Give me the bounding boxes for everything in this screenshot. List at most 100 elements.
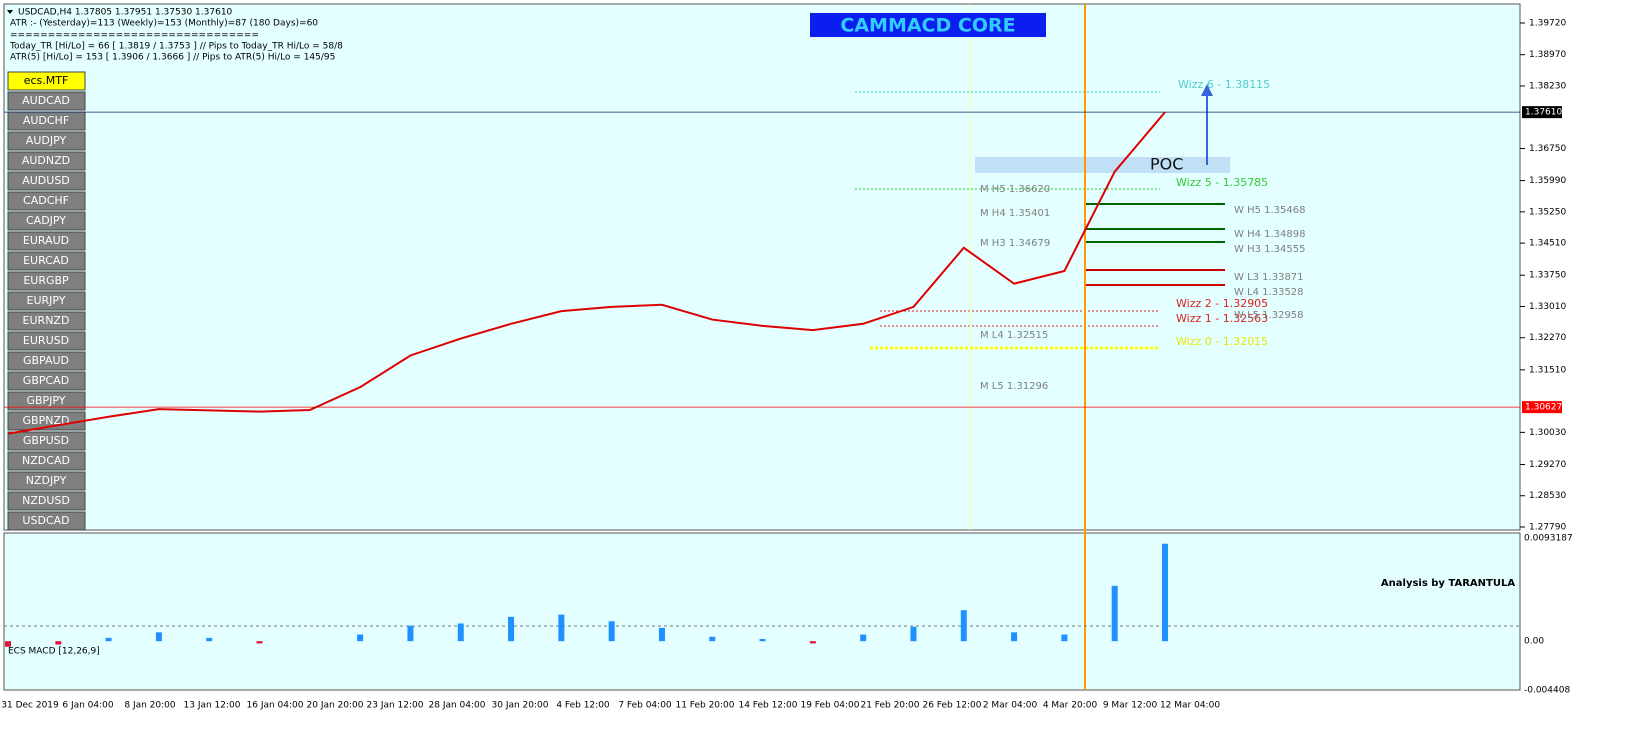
- price-tick-label: 1.30030: [1529, 428, 1566, 438]
- button[interactable]: [7, 471, 86, 491]
- price-tick-label: 1.39720: [1529, 19, 1566, 29]
- header-line: Today_TR [Hi/Lo] = 66 [ 1.3819 / 1.3753 …: [9, 42, 343, 52]
- date-label: 9 Mar 12:00: [1103, 701, 1158, 711]
- price-tick-label: 1.33750: [1529, 271, 1566, 281]
- button-label: AUDCAD: [22, 94, 70, 107]
- macd-bar: [55, 641, 62, 645]
- price-tick-label: 1.35990: [1529, 176, 1566, 186]
- date-label: 7 Feb 04:00: [618, 701, 672, 711]
- banner: CAMMACD CORE: [840, 15, 1015, 37]
- date-label: 26 Feb 12:00: [922, 701, 981, 711]
- price-tick-label: 1.32270: [1529, 333, 1566, 343]
- button[interactable]: [7, 511, 86, 531]
- date-label: 6 Jan 04:00: [62, 701, 114, 711]
- macd-bar: [407, 625, 414, 642]
- date-label: 8 Jan 20:00: [124, 701, 176, 711]
- button-label: AUDCHF: [23, 114, 69, 127]
- button-label: EURGBP: [23, 274, 69, 287]
- level-label: M H5 1.36620: [980, 184, 1050, 195]
- header-line: ATR :- (Yesterday)=113 (Weekly)=153 (Mon…: [10, 19, 318, 29]
- price-tick-label: 1.28530: [1529, 491, 1566, 501]
- date-label: 12 Mar 04:00: [1160, 701, 1220, 711]
- button-label: NZDJPY: [26, 474, 67, 487]
- macd-bar: [558, 614, 565, 642]
- button-label: AUDJPY: [26, 134, 67, 147]
- date-label: 14 Feb 12:00: [738, 701, 797, 711]
- date-label: 21 Feb 20:00: [860, 701, 919, 711]
- button[interactable]: [7, 311, 86, 331]
- button[interactable]: [7, 211, 86, 231]
- macd-bar: [105, 637, 112, 642]
- button[interactable]: [7, 371, 86, 391]
- button[interactable]: [7, 271, 86, 291]
- level-label: M H4 1.35401: [980, 208, 1050, 219]
- poc-zone: [975, 157, 1230, 173]
- macd-bar: [5, 641, 11, 647]
- level-label: W H4 1.34898: [1234, 229, 1305, 240]
- price-tag: [1522, 401, 1562, 414]
- button-label: USDCAD: [22, 514, 69, 527]
- button[interactable]: [7, 191, 86, 211]
- price-pane: [3, 3, 1521, 531]
- button[interactable]: [7, 91, 86, 111]
- button-label: AUDUSD: [22, 174, 70, 187]
- button[interactable]: [7, 231, 86, 251]
- macd-bar: [910, 626, 917, 642]
- macd-bar: [508, 616, 515, 642]
- price-tick-label: 1.35250: [1529, 207, 1566, 217]
- price-tag: [1522, 106, 1562, 119]
- macd-tick-label: 0.0093187: [1524, 534, 1573, 544]
- banner-box: [810, 13, 1046, 37]
- level-label: W L5 1.32958: [1234, 310, 1304, 321]
- button[interactable]: [7, 251, 86, 271]
- level-label: Wizz 1 - 1.32563: [1176, 312, 1268, 325]
- macd-bar: [256, 641, 263, 644]
- price-curve: [7, 111, 1166, 435]
- button-label: CADJPY: [26, 214, 66, 227]
- header-line: ATR(5) [Hi/Lo] = 153 [ 1.3906 / 1.3666 ]…: [10, 53, 335, 63]
- macd-title: ECS MACD [12,26,9]: [8, 647, 100, 657]
- button[interactable]: [7, 431, 86, 451]
- button[interactable]: [7, 331, 86, 351]
- date-label: 2 Mar 04:00: [983, 701, 1038, 711]
- macd-tick-label: 0.00: [1524, 637, 1544, 647]
- macd-note: Analysis by TARANTULA: [1381, 578, 1515, 589]
- date-label: 30 Jan 20:00: [492, 701, 549, 711]
- macd-bar: [155, 632, 162, 642]
- button[interactable]: [7, 451, 86, 471]
- button-label: NZDCAD: [22, 454, 70, 467]
- price-tag-label: 1.30627: [1525, 403, 1562, 413]
- button-active[interactable]: [7, 71, 86, 91]
- button-label: GBPJPY: [26, 394, 65, 407]
- level-label: Wizz 6 - 1.38115: [1178, 78, 1270, 91]
- button[interactable]: [7, 351, 86, 371]
- button-label: EURNZD: [23, 314, 70, 327]
- price-tick-label: 1.38230: [1529, 81, 1566, 91]
- button[interactable]: [7, 171, 86, 191]
- button-label: EURCAD: [23, 254, 69, 267]
- date-label: 13 Jan 12:00: [184, 701, 241, 711]
- level-label: POC: [1150, 155, 1183, 174]
- level-label: M H3 1.34679: [980, 238, 1050, 249]
- button-label: GBPCAD: [23, 374, 69, 387]
- button-label: EURUSD: [23, 334, 69, 347]
- button-label: CADCHF: [23, 194, 69, 207]
- button[interactable]: [7, 391, 86, 411]
- header-line: USDCAD,H4 1.37805 1.37951 1.37530 1.3761…: [18, 8, 233, 18]
- macd-bar: [960, 610, 967, 642]
- price-tick-label: 1.29270: [1529, 460, 1566, 470]
- macd-pane: [3, 532, 1521, 691]
- button[interactable]: [7, 131, 86, 151]
- macd-bar: [1011, 632, 1018, 642]
- level-label: W H5 1.35468: [1234, 205, 1305, 216]
- button[interactable]: [7, 151, 86, 171]
- price-tick-label: 1.36750: [1529, 144, 1566, 154]
- button[interactable]: [7, 491, 86, 511]
- macd-bar: [809, 641, 816, 644]
- level-label: W H3 1.34555: [1234, 244, 1305, 255]
- macd-bar: [357, 634, 364, 642]
- button[interactable]: [7, 291, 86, 311]
- button-label: NZDUSD: [22, 494, 70, 507]
